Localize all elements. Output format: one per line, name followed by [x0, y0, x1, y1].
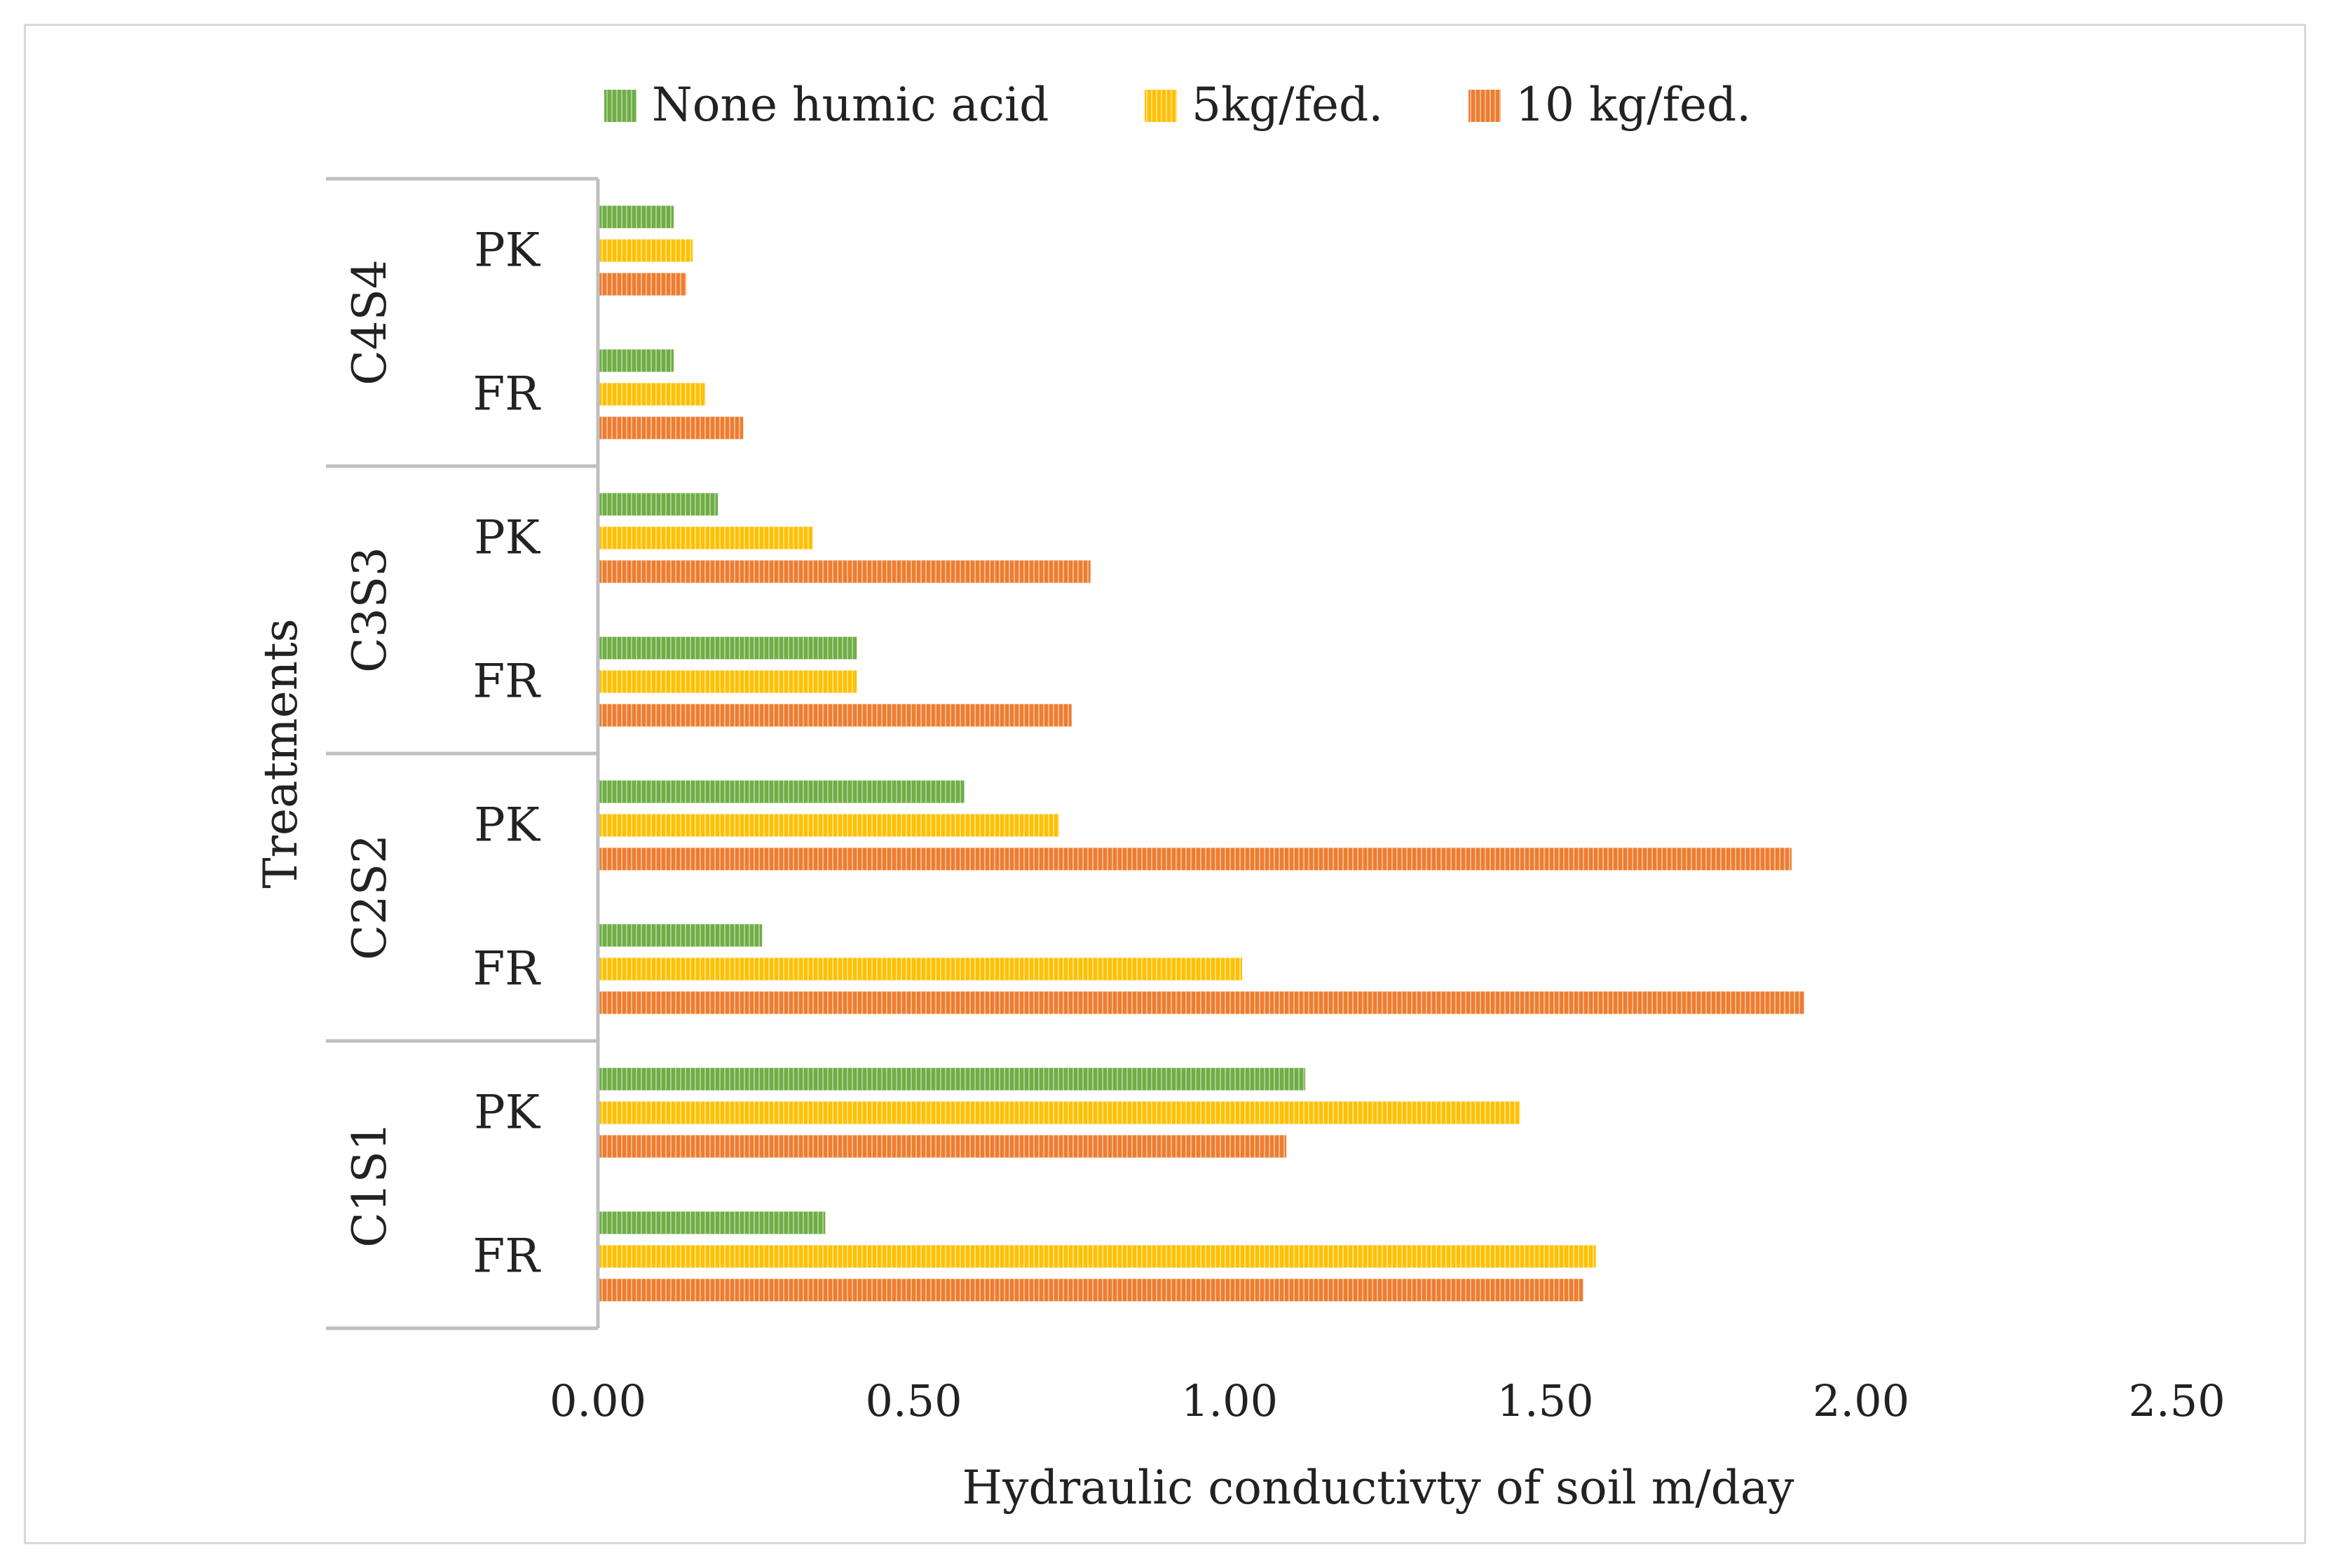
x-tick-1-50: 1.50 [1497, 1375, 1593, 1426]
bar-c1s1-pk-none-humic-acid [598, 1068, 1306, 1091]
bar-c4s4-pk-10-kg-fed [598, 273, 687, 296]
legend-item-5kg-fed: 5kg/fed. [1145, 78, 1383, 132]
category-axis: FR PK C1S1 FR PK C2S2 FR PK C3S3 FR PK C4S4 [326, 177, 600, 1330]
bar-c3s3-fr-10-kg-fed [598, 704, 1072, 727]
group-label-c2s2: C2S2 [343, 834, 397, 960]
bar-c1s1-pk-10-kg-fed [598, 1135, 1287, 1158]
x-axis-title: Hydraulic conductivty of soil m/day [962, 1461, 1795, 1515]
bar-c4s4-fr-none-humic-acid [598, 349, 674, 372]
x-tick-1-00: 1.00 [1181, 1375, 1278, 1426]
y-axis-title: Treatments [254, 618, 308, 888]
bar-c1s1-fr-5kg-fed [598, 1245, 1596, 1268]
category-label-c3s3-pk: PK [474, 511, 540, 565]
bar-c2s2-pk-10-kg-fed [598, 847, 1792, 871]
bar-c2s2-pk-5kg-fed [598, 814, 1059, 837]
x-tick-0-50: 0.50 [865, 1375, 962, 1426]
legend: None humic acid 5kg/fed. 10 kg/fed. [604, 78, 1751, 132]
legend-item-10kg-fed: 10 kg/fed. [1469, 78, 1751, 132]
category-label-c2s2-pk: PK [474, 798, 540, 852]
bar-c3s3-fr-none-humic-acid [598, 636, 857, 660]
bar-c2s2-pk-none-humic-acid [598, 780, 965, 803]
legend-label-5kg-fed: 5kg/fed. [1192, 78, 1383, 132]
legend-label-10kg-fed: 10 kg/fed. [1515, 78, 1751, 132]
legend-label-none-humic-acid: None humic acid [652, 78, 1049, 132]
group-label-c4s4: C4S4 [343, 259, 397, 386]
category-label-c4s4-pk: PK [474, 224, 540, 278]
legend-item-none-humic-acid: None humic acid [604, 78, 1049, 132]
x-tick-2-50: 2.50 [2128, 1375, 2225, 1426]
bar-c3s3-pk-10-kg-fed [598, 560, 1091, 583]
bar-c4s4-pk-5kg-fed [598, 239, 693, 262]
bar-c3s3-pk-5kg-fed [598, 526, 813, 550]
x-axis-ticks: 0.00 0.50 1.00 1.50 2.00 2.50 [550, 1375, 2226, 1426]
legend-swatch-10kg-fed [1469, 90, 1501, 122]
group-label-c3s3: C3S3 [343, 547, 397, 673]
category-label-c2s2-fr: FR [473, 942, 542, 996]
bar-c2s2-fr-none-humic-acid [598, 924, 763, 947]
x-tick-0-00: 0.00 [550, 1375, 646, 1426]
bars-layer [598, 205, 1804, 1302]
category-label-c1s1-fr: FR [473, 1229, 542, 1283]
category-label-c4s4-fr: FR [473, 367, 542, 421]
category-label-c1s1-pk: PK [474, 1086, 540, 1140]
category-label-c3s3-fr: FR [473, 655, 542, 709]
bar-c3s3-pk-none-humic-acid [598, 493, 718, 516]
bar-c3s3-fr-5kg-fed [598, 670, 857, 693]
bar-c1s1-pk-5kg-fed [598, 1101, 1520, 1124]
legend-swatch-5kg-fed [1145, 90, 1177, 122]
bar-c1s1-fr-10-kg-fed [598, 1279, 1583, 1302]
bar-c4s4-fr-5kg-fed [598, 383, 706, 406]
group-label-c1s1: C1S1 [343, 1122, 397, 1248]
bar-c1s1-fr-none-humic-acid [598, 1211, 826, 1234]
bar-c2s2-fr-10-kg-fed [598, 991, 1804, 1014]
bar-c2s2-fr-5kg-fed [598, 957, 1243, 981]
bar-c4s4-fr-10-kg-fed [598, 416, 744, 439]
bar-c4s4-pk-none-humic-acid [598, 205, 674, 229]
legend-swatch-none-humic-acid [604, 90, 636, 122]
x-tick-2-00: 2.00 [1813, 1375, 1909, 1426]
